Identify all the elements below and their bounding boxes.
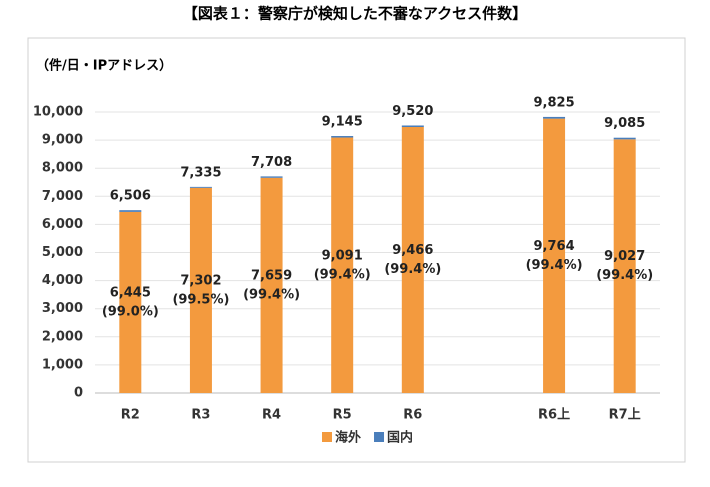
y-tick-label: 0 xyxy=(74,386,83,401)
value-label: 6,445 xyxy=(110,285,151,300)
y-tick-label: 8,000 xyxy=(42,161,83,176)
y-tick-label: 5,000 xyxy=(42,245,83,260)
x-tick-label: R5 xyxy=(333,408,352,423)
x-tick-label: R6 xyxy=(403,408,422,423)
chart-title: 【図表１：警察庁が検知した不審なアクセス件数】 xyxy=(183,5,527,23)
value-label: (99.4%) xyxy=(526,258,583,273)
y-tick-label: 4,000 xyxy=(42,273,83,288)
value-label: 7,302 xyxy=(180,273,221,288)
bar-segment xyxy=(613,139,636,393)
x-tick-label: R7上 xyxy=(609,408,641,423)
legend-label: 海外 xyxy=(335,430,361,446)
value-label: (99.4%) xyxy=(596,268,653,283)
total-label: 6,506 xyxy=(110,189,151,204)
value-label: 9,764 xyxy=(534,239,575,254)
value-label: (99.5%) xyxy=(172,292,229,307)
legend-swatch xyxy=(374,432,385,442)
x-tick-label: R4 xyxy=(262,408,281,423)
y-tick-label: 6,000 xyxy=(42,217,83,232)
y-tick-label: 3,000 xyxy=(42,301,83,316)
y-tick-label: 2,000 xyxy=(42,329,83,344)
bar-segment xyxy=(260,176,283,178)
chart-frame xyxy=(27,37,686,463)
value-label: (99.0%) xyxy=(102,304,159,319)
bar-segment xyxy=(189,187,212,393)
bar-segment xyxy=(401,127,424,393)
y-axis-label: （件/日・IPアドレス） xyxy=(36,58,172,74)
y-tick-label: 1,000 xyxy=(42,357,83,372)
bar-segment xyxy=(331,137,354,393)
bar-segment xyxy=(543,118,566,394)
y-tick-label: 10,000 xyxy=(33,105,83,120)
total-label: 9,085 xyxy=(604,116,645,131)
bar-segment xyxy=(401,125,424,128)
y-tick-label: 7,000 xyxy=(42,189,83,204)
value-label: (99.4%) xyxy=(314,267,371,282)
total-label: 9,825 xyxy=(534,95,575,110)
y-tick-label: 9,000 xyxy=(42,133,83,148)
value-label: 9,091 xyxy=(322,248,363,263)
total-label: 7,335 xyxy=(180,165,221,180)
bar-segment xyxy=(189,186,212,188)
value-label: 9,466 xyxy=(392,243,433,258)
bar-segment xyxy=(331,136,354,138)
value-label: (99.4%) xyxy=(243,287,300,302)
total-label: 9,520 xyxy=(392,104,433,119)
bar-segment xyxy=(119,210,142,212)
bar-segment xyxy=(260,177,283,393)
value-label: 7,659 xyxy=(251,268,292,283)
legend-label: 国内 xyxy=(387,430,413,446)
bar-segment xyxy=(119,211,142,393)
bar-segment xyxy=(543,116,566,119)
x-tick-label: R6上 xyxy=(538,408,570,423)
legend-swatch xyxy=(322,432,332,442)
value-label: (99.4%) xyxy=(384,262,441,277)
value-label: 9,027 xyxy=(604,249,645,264)
x-tick-label: R3 xyxy=(191,408,210,423)
bar-segment xyxy=(613,137,636,140)
x-tick-label: R2 xyxy=(121,408,140,423)
total-label: 7,708 xyxy=(251,155,292,170)
total-label: 9,145 xyxy=(322,115,363,130)
